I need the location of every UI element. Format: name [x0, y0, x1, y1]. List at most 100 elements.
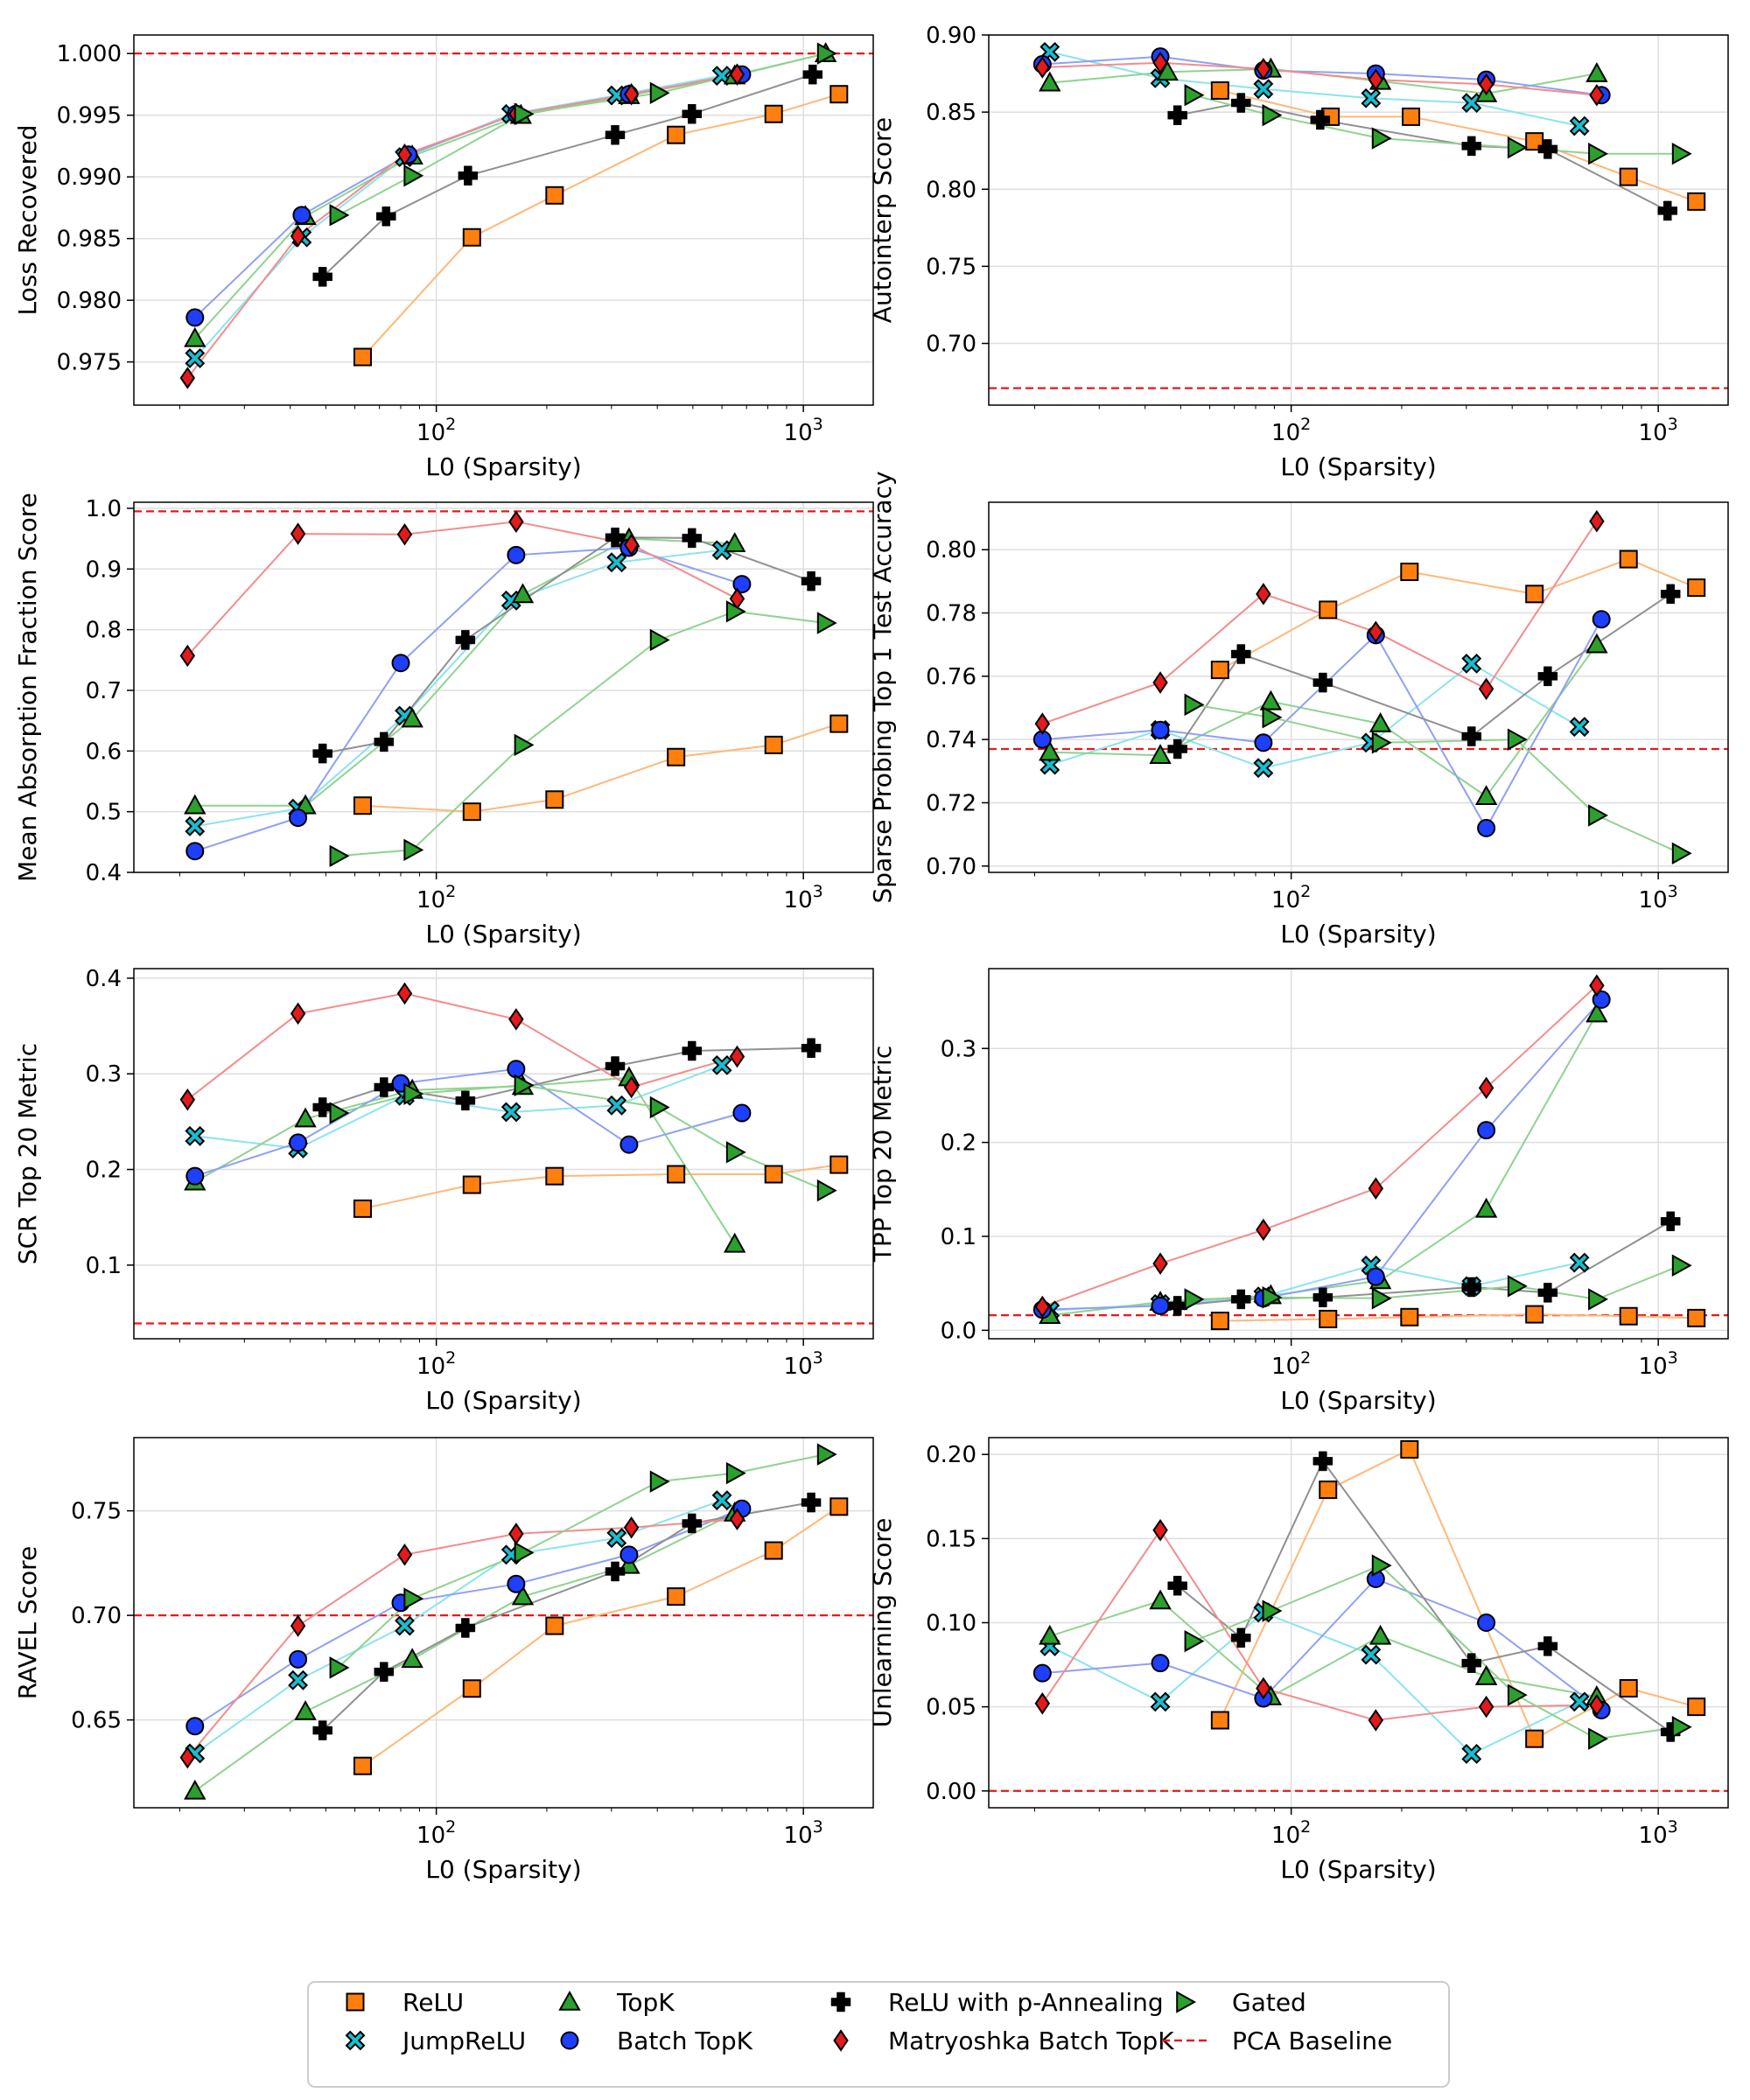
- point-gated: [403, 1082, 424, 1105]
- point-batchtopk: [732, 1103, 752, 1123]
- y-tick-label: 0.985: [57, 227, 122, 253]
- point-relupa: [1537, 139, 1558, 159]
- x-axis-label: L0 (Sparsity): [425, 920, 581, 948]
- legend-label: Batch TopK: [617, 2026, 753, 2055]
- point-relupa: [455, 1618, 476, 1638]
- point-matryoshka: [396, 1544, 413, 1566]
- legend-item-baseline: PCA Baseline: [1162, 2026, 1392, 2055]
- y-tick-label: 0.1: [941, 1224, 976, 1250]
- point-relupa: [1537, 1636, 1558, 1656]
- point-matryoshka: [179, 1088, 196, 1111]
- point-matryoshka: [1034, 56, 1051, 79]
- point-matryoshka: [1478, 1076, 1494, 1100]
- point-jumprelu: [606, 552, 627, 573]
- point-matryoshka: [1034, 1295, 1051, 1319]
- point-gated: [1507, 136, 1528, 159]
- point-gated: [514, 102, 535, 125]
- point-jumprelu: [1253, 79, 1274, 100]
- y-tick-label: 0.1: [86, 1253, 122, 1279]
- point-jumprelu: [395, 1615, 415, 1636]
- legend-label: Matryoshka Batch TopK: [888, 2026, 1174, 2055]
- point-relupa: [1231, 1628, 1251, 1648]
- y-tick-label: 0.5: [86, 800, 122, 826]
- grid: [989, 34, 1728, 405]
- series-line-relupa: [1177, 1220, 1671, 1307]
- point-relu: [1400, 1307, 1419, 1326]
- point-matryoshka: [1034, 1692, 1051, 1715]
- point-relu: [830, 1497, 849, 1516]
- point-topk: [184, 794, 206, 815]
- y-tick-label: 0.70: [926, 332, 976, 358]
- series-line-relu: [1219, 1448, 1697, 1740]
- point-gated: [329, 1102, 350, 1124]
- point-matryoshka: [396, 143, 413, 166]
- x-tick-label: 102: [416, 1817, 456, 1849]
- point-batchtopk: [186, 842, 205, 861]
- chart-panel-2: 0.70 0.75 0.80 0.85 0.90 102 103 L0 (Sparsity) A…: [868, 23, 1729, 481]
- point-topk: [723, 532, 746, 552]
- point-matryoshka: [623, 1516, 640, 1539]
- x-tick-label: 103: [784, 415, 823, 446]
- legend-item-jumprelu: JumpReLU: [345, 2026, 526, 2055]
- plot-frame: [133, 501, 874, 873]
- point-matryoshka: [396, 522, 413, 546]
- point-relu: [830, 714, 849, 733]
- point-batchtopk: [1254, 733, 1273, 752]
- point-jumprelu: [1253, 758, 1274, 779]
- series-line-matryoshka: [186, 992, 738, 1101]
- point-topk: [184, 1779, 206, 1800]
- point-matryoshka: [290, 225, 306, 248]
- legend-box: [307, 1981, 1450, 2088]
- point-matryoshka: [623, 533, 640, 556]
- point-jumprelu: [1569, 717, 1590, 738]
- point-relupa: [1660, 584, 1681, 605]
- point-jumprelu: [1361, 1644, 1382, 1665]
- point-topk: [401, 707, 424, 728]
- point-relu: [1402, 107, 1421, 126]
- series-line-jumprelu: [194, 74, 723, 360]
- point-batchtopk: [1151, 1654, 1170, 1673]
- y-axis-label: Unlearning Score: [868, 1518, 897, 1728]
- point-jumprelu: [1569, 1252, 1590, 1273]
- series-line-matryoshka: [186, 1518, 738, 1759]
- plot-frame: [988, 968, 1729, 1340]
- y-axis-label: Autointerp Score: [868, 117, 897, 323]
- y-tick-label: 0.85: [926, 100, 976, 126]
- point-relu: [1210, 1312, 1229, 1331]
- point-matryoshka: [1478, 677, 1494, 701]
- point-matryoshka: [1152, 1252, 1168, 1275]
- point-relupa: [1312, 1451, 1334, 1472]
- y-tick-label: 0.05: [926, 1695, 976, 1721]
- point-gated: [329, 204, 350, 227]
- point-topk: [1156, 60, 1179, 81]
- plot-frame: [988, 501, 1729, 873]
- point-relu: [545, 1166, 564, 1186]
- legend-item-batchtopk: Batch TopK: [560, 2026, 753, 2055]
- point-matryoshka: [1589, 509, 1605, 533]
- point-batchtopk: [507, 545, 526, 564]
- plot-frame: [133, 1437, 874, 1809]
- x-tick-label: 102: [416, 882, 456, 914]
- point-relu: [462, 1679, 481, 1698]
- point-matryoshka: [1256, 57, 1271, 80]
- series-line-topk: [1049, 1013, 1598, 1317]
- point-matryoshka: [179, 644, 196, 668]
- point-relu: [764, 1541, 783, 1560]
- point-gated: [816, 1443, 837, 1466]
- x-axis-label: L0 (Sparsity): [1280, 920, 1436, 948]
- series-line-batchtopk: [194, 1068, 743, 1178]
- series-line-matryoshka: [1041, 521, 1598, 725]
- point-batchtopk: [1032, 1663, 1052, 1683]
- point-relupa: [605, 527, 626, 548]
- point-relu: [1525, 1729, 1544, 1748]
- series-line-batchtopk: [1042, 998, 1602, 1311]
- legend-marker-batchtopk: [560, 2031, 579, 2050]
- point-relu: [667, 1165, 686, 1184]
- point-matryoshka: [729, 1508, 746, 1530]
- y-tick-label: 0.4: [86, 966, 122, 992]
- point-gated: [1371, 732, 1392, 754]
- point-relupa: [801, 1038, 822, 1058]
- grid: [134, 502, 873, 873]
- point-relupa: [1167, 1296, 1187, 1316]
- y-tick-label: 0.70: [926, 854, 976, 880]
